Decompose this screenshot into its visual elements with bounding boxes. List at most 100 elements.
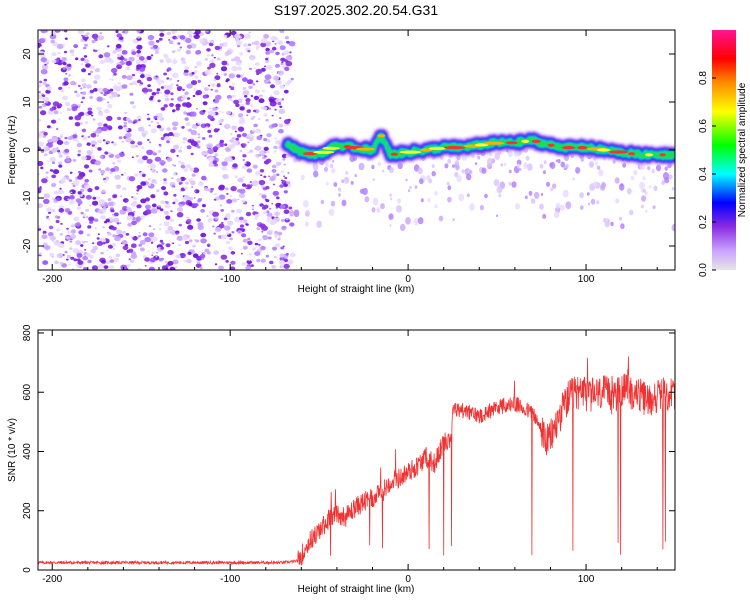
- noise-speckle: [100, 251, 104, 255]
- noise-speckle: [265, 199, 270, 203]
- noise-speckle: [182, 141, 186, 144]
- noise-speckle: [38, 203, 44, 208]
- noise-speckle: [150, 168, 153, 171]
- noise-speckle: [197, 133, 201, 136]
- noise-speckle: [277, 231, 283, 236]
- noise-speckle: [197, 261, 201, 265]
- noise-speckle: [166, 77, 170, 80]
- noise-speckle: [80, 122, 83, 125]
- noise-speckle: [263, 138, 268, 142]
- noise-speckle: [103, 265, 109, 269]
- noise-speckle: [172, 259, 179, 265]
- noise-speckle: [278, 236, 281, 238]
- noise-speckle: [237, 126, 245, 132]
- noise-speckle: [38, 141, 44, 147]
- noise-speckle: [225, 79, 229, 83]
- noise-speckle: [194, 30, 201, 35]
- noise-speckle: [229, 139, 235, 143]
- noise-speckle: [70, 171, 73, 174]
- noise-speckle: [110, 209, 115, 213]
- noise-speckle: [154, 118, 158, 121]
- noise-speckle: [246, 133, 250, 136]
- noise-speckle: [149, 257, 156, 263]
- noise-speckle: [207, 66, 211, 70]
- noise-speckle: [277, 102, 282, 106]
- noise-speckle: [40, 30, 48, 34]
- noise-speckle: [112, 142, 118, 147]
- noise-speckle: [226, 192, 229, 195]
- noise-speckle: [242, 43, 248, 48]
- noise-speckle: [245, 223, 249, 226]
- noise-speckle: [233, 99, 240, 105]
- noise-speckle: [175, 103, 181, 109]
- snr-y-label: SNR (10 * v/v): [7, 418, 18, 482]
- leakage-speckle: [303, 200, 309, 208]
- noise-speckle: [173, 144, 180, 150]
- noise-speckle: [56, 147, 59, 149]
- noise-speckle: [131, 51, 137, 56]
- noise-speckle: [127, 222, 133, 227]
- noise-speckle: [118, 152, 125, 158]
- noise-speckle: [224, 143, 228, 146]
- noise-speckle: [44, 63, 47, 66]
- noise-speckle: [138, 118, 141, 122]
- noise-speckle: [86, 233, 91, 237]
- noise-speckle: [60, 133, 63, 137]
- noise-speckle: [255, 68, 263, 75]
- leakage-speckle: [376, 207, 381, 213]
- noise-speckle: [55, 197, 61, 201]
- noise-speckle: [123, 121, 128, 125]
- noise-speckle: [193, 33, 196, 36]
- noise-speckle: [112, 162, 116, 165]
- noise-speckle: [136, 267, 142, 270]
- noise-speckle: [88, 169, 93, 173]
- track-hotspot: [420, 148, 433, 152]
- leakage-speckle: [434, 204, 438, 209]
- noise-speckle: [188, 34, 193, 38]
- noise-speckle: [190, 180, 196, 186]
- noise-speckle: [82, 216, 86, 219]
- noise-speckle: [278, 123, 284, 128]
- noise-speckle: [136, 185, 143, 190]
- leakage-speckle: [350, 180, 354, 185]
- snr-x-tick-label: 100: [578, 574, 595, 585]
- noise-speckle: [85, 252, 92, 258]
- noise-speckle: [181, 236, 188, 241]
- noise-speckle: [236, 74, 241, 78]
- noise-speckle: [212, 211, 220, 217]
- noise-speckle: [254, 213, 260, 218]
- noise-speckle: [219, 139, 224, 144]
- noise-speckle: [125, 60, 132, 66]
- leakage-speckle: [498, 193, 502, 198]
- noise-speckle: [147, 139, 150, 141]
- noise-speckle: [169, 86, 173, 90]
- noise-speckle: [248, 109, 251, 111]
- noise-speckle: [156, 116, 162, 120]
- noise-speckle: [237, 177, 244, 183]
- spectrogram-x-tick-label: -100: [220, 274, 240, 285]
- noise-speckle: [173, 132, 180, 138]
- noise-speckle: [124, 127, 129, 132]
- noise-speckle: [87, 107, 93, 111]
- leakage-speckle: [407, 189, 411, 193]
- noise-speckle: [261, 67, 266, 72]
- noise-speckle: [287, 259, 294, 265]
- noise-speckle: [66, 227, 69, 230]
- noise-speckle: [157, 150, 162, 153]
- noise-speckle: [244, 95, 248, 98]
- noise-speckle: [221, 118, 224, 121]
- noise-speckle: [165, 58, 172, 64]
- noise-speckle: [43, 145, 50, 151]
- noise-speckle: [165, 201, 169, 204]
- leakage-speckle: [337, 187, 342, 192]
- noise-speckle: [51, 52, 57, 57]
- noise-speckle: [50, 39, 55, 44]
- noise-speckle: [58, 118, 61, 121]
- noise-speckle: [99, 59, 105, 64]
- noise-speckle: [242, 87, 247, 90]
- noise-speckle: [58, 243, 65, 249]
- noise-speckle: [76, 143, 82, 148]
- noise-speckle: [95, 146, 98, 149]
- noise-speckle: [93, 218, 99, 222]
- noise-speckle: [84, 181, 88, 185]
